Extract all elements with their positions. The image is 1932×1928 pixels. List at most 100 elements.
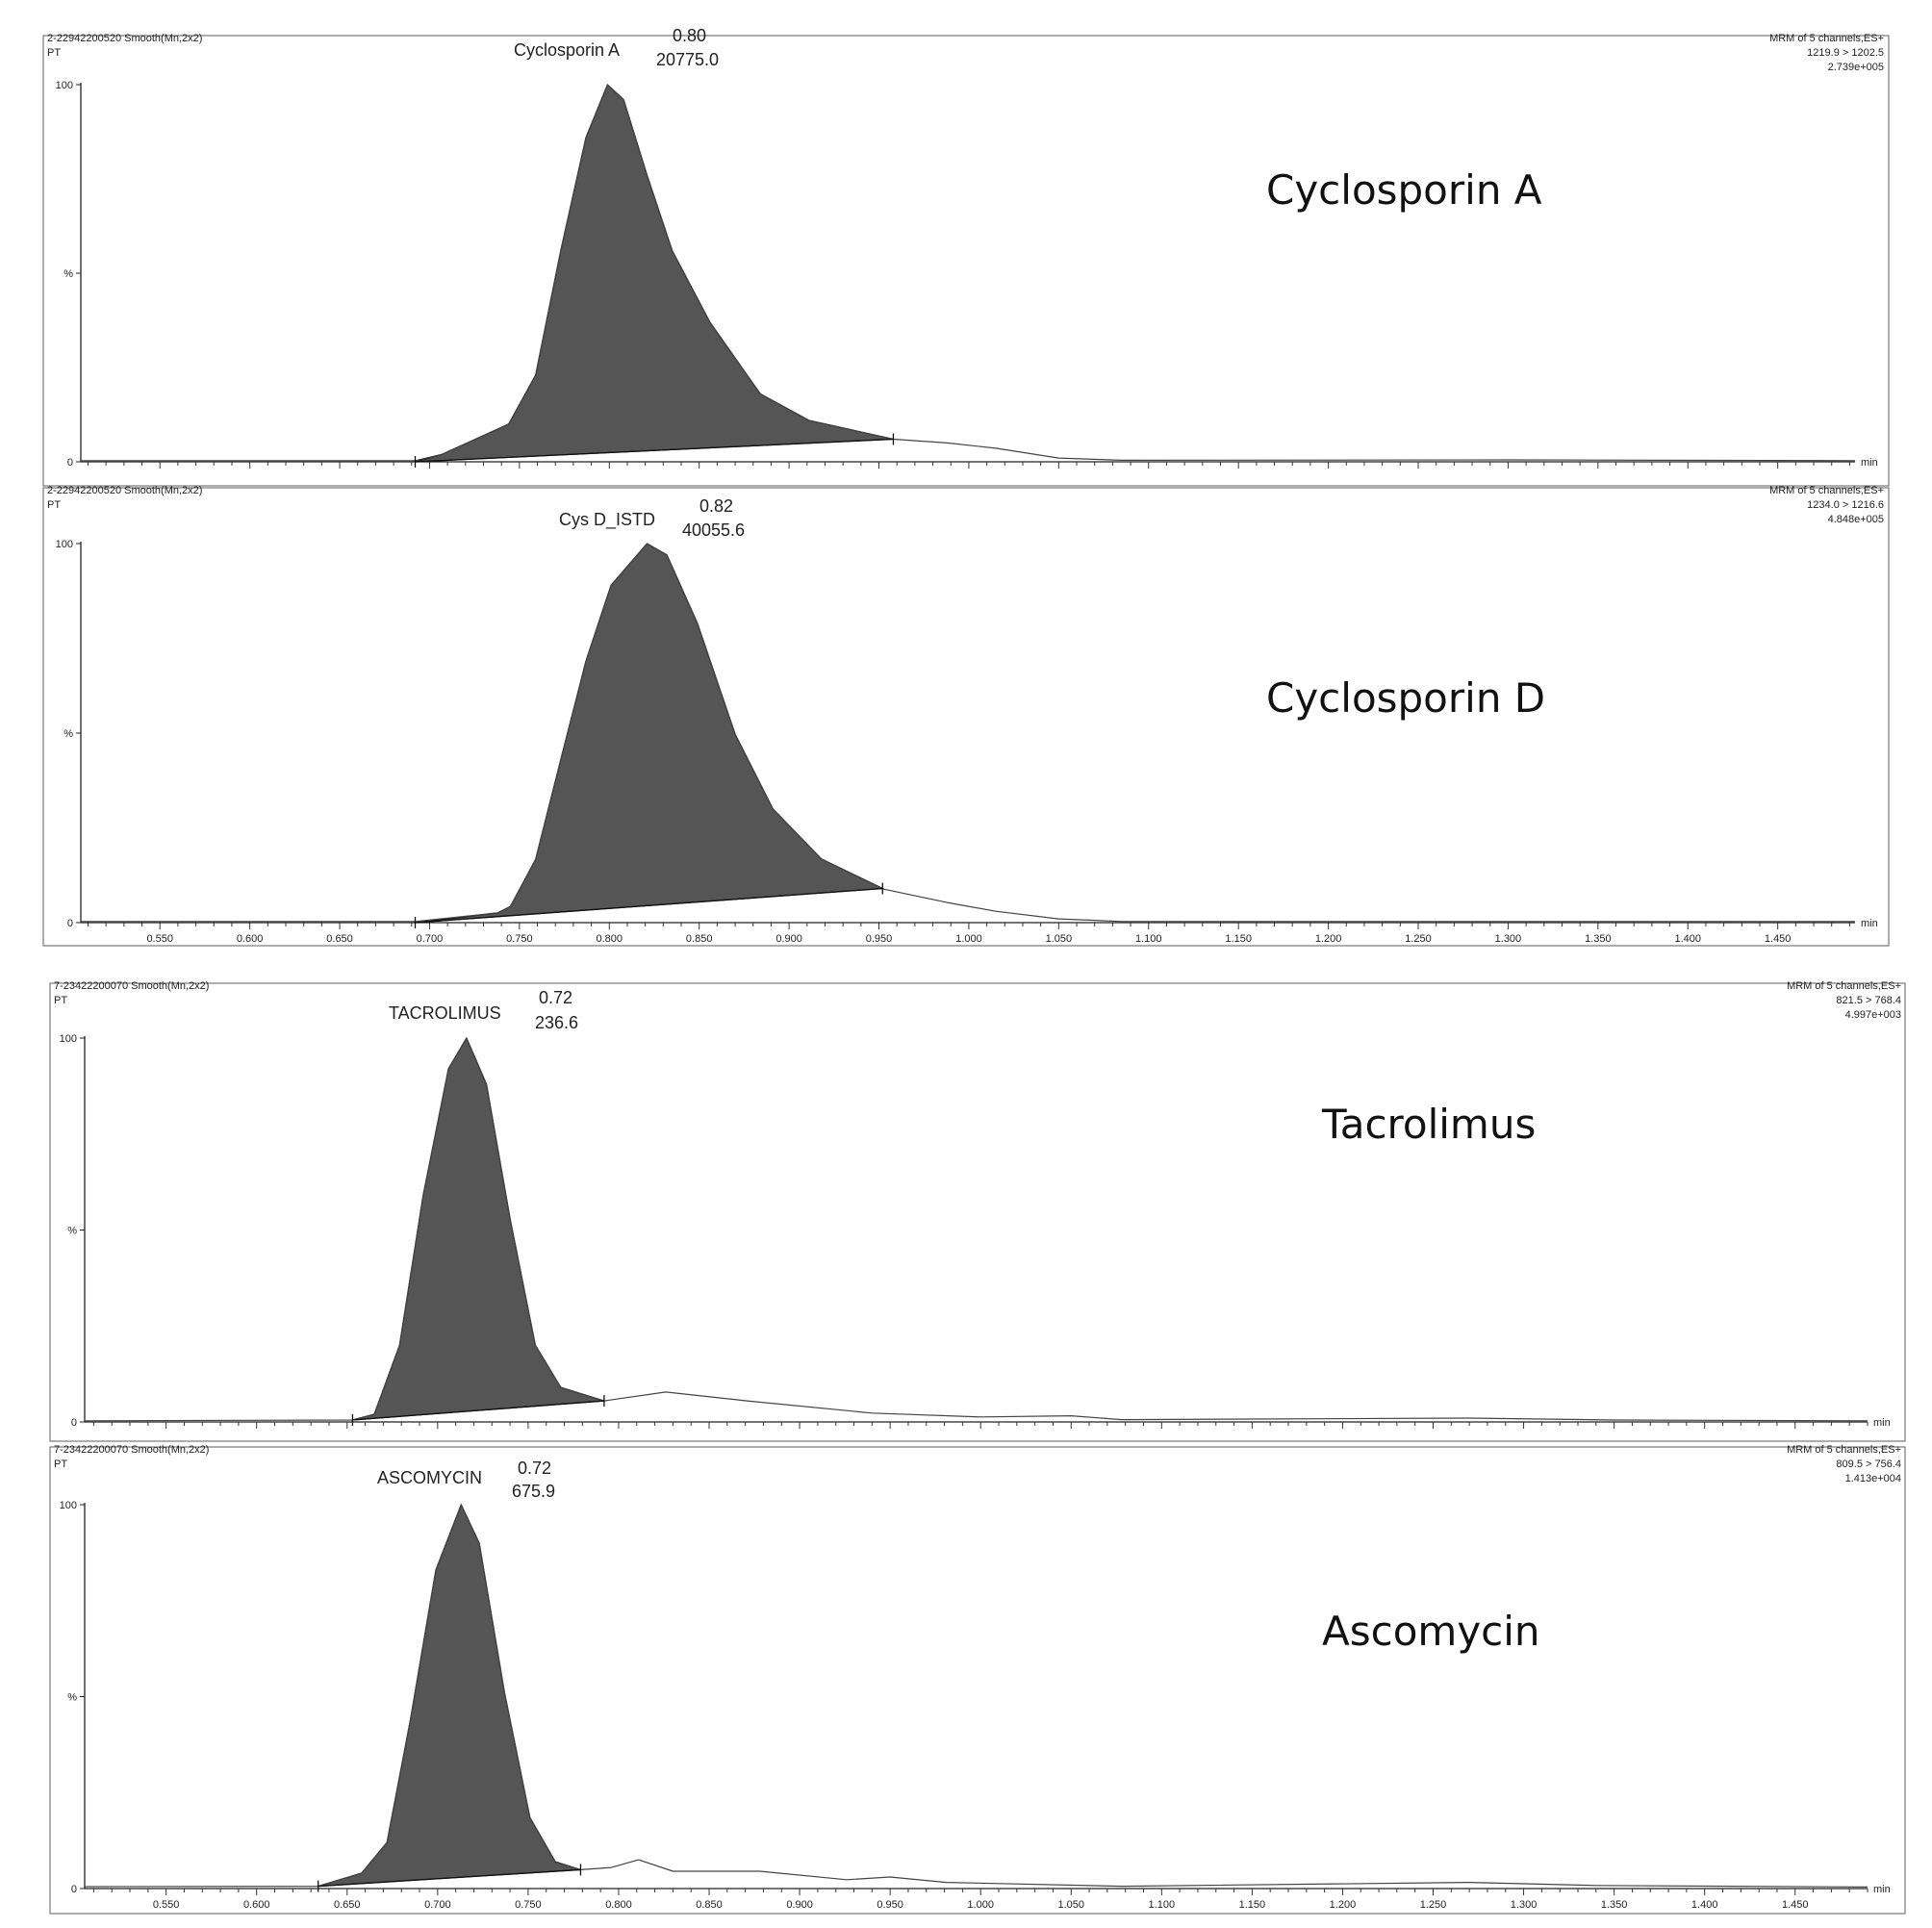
header-left-line: 2-22942200520 Smooth(Mn,2x2) [47,33,202,44]
y-tick-label: 0 [71,1417,77,1429]
x-tick-label: 1.300 [1495,933,1522,945]
x-tick-label: 0.900 [775,933,802,945]
y-tick-label: % [64,728,73,740]
x-tick-label: 1.300 [1511,1899,1538,1911]
chromatogram-panel-2: 2-22942200520 Smooth(Mn,2x2) PT MRM of 5 c… [42,485,1890,947]
header-right-line: 821.5 > 768.4 [1836,995,1901,1006]
x-tick-label: 1.000 [967,1899,994,1911]
x-tick-label: 0.850 [686,933,713,945]
x-tick-label: 1.150 [1239,1899,1266,1911]
x-tick-label: 1.350 [1585,933,1612,945]
x-tick-label: 0.700 [424,1899,451,1911]
x-tick-label: 1.100 [1149,1899,1176,1911]
y-tick-label: % [67,1226,77,1237]
peak-name-label: Cys D_ISTD [559,510,655,530]
x-tick-label: 0.700 [417,933,444,945]
peak-area-value: 236.6 [535,1013,578,1032]
y-tick-label: 100 [56,80,73,91]
header-left-line: 7-23422200070 Smooth(Mn,2x2) [54,1444,209,1456]
integration-baseline [352,1400,604,1421]
integration-baseline [415,438,894,463]
x-tick-label: 1.400 [1691,1899,1718,1911]
compound-label: Cyclosporin D [1266,674,1545,722]
chromatogram-trace [81,84,1856,462]
header-left-line: PT [54,1459,67,1470]
x-tick-label: 1.050 [1057,1899,1084,1911]
x-tick-label: 0.750 [506,933,533,945]
compound-label: Cyclosporin A [1266,166,1542,214]
peak-name-label: Cyclosporin A [514,40,620,60]
panel-frame [49,1446,1906,1915]
x-tick-label: 1.350 [1601,1899,1628,1911]
integrated-peak-area [318,1503,581,1888]
x-tick-label: 1.100 [1135,933,1162,945]
integrated-peak-area [415,543,885,924]
x-unit-label: min [1873,1884,1891,1895]
x-tick-label: 1.450 [1765,933,1792,945]
header-right-line: MRM of 5 channels,ES+ [1769,485,1884,496]
panel-frame [42,35,1890,487]
peak-retention-time: 0.80 [673,26,706,45]
peak-area-value: 20775.0 [656,50,719,69]
x-unit-label: min [1861,918,1878,929]
header-right-line: 809.5 > 756.4 [1836,1459,1901,1470]
x-tick-label: 0.600 [237,933,264,945]
y-tick-label: 0 [71,1884,77,1895]
panel-frame [42,487,1890,947]
integration-baseline [318,1868,581,1888]
chromatogram-trace [81,543,1855,923]
peak-retention-time: 0.72 [539,988,572,1007]
header-right-line: 4.848e+005 [1828,514,1884,525]
x-tick-label: 1.250 [1405,933,1432,945]
y-tick-label: 0 [67,918,73,929]
x-tick-label: 0.800 [605,1899,632,1911]
header-left-line: PT [54,995,67,1006]
header-right-line: 1234.0 > 1216.6 [1807,499,1884,511]
x-tick-label: 1.400 [1674,933,1701,945]
chromatogram-trace [84,1504,1868,1889]
chromatogram-trace [84,1037,1868,1422]
x-tick-label: 0.650 [334,1899,361,1911]
panel-frame [49,982,1906,1442]
y-tick-label: 100 [60,1500,77,1511]
x-tick-label: 1.050 [1046,933,1073,945]
integrated-peak-area [415,83,894,463]
x-tick-label: 0.900 [786,1899,813,1911]
x-tick-label: 0.950 [877,1899,903,1911]
header-left-line: 7-23422200070 Smooth(Mn,2x2) [54,980,209,992]
y-tick-label: % [64,268,73,280]
chromatogram-panel-4: 7-23422200070 Smooth(Mn,2x2) PT MRM of 5 c… [49,1444,1906,1915]
header-right-line: 1219.9 > 1202.5 [1807,47,1884,59]
chromatogram-panel-1: 2-22942200520 Smooth(Mn,2x2) PT MRM of 5 c… [42,26,1890,487]
x-tick-label: 0.650 [326,933,353,945]
integration-baseline [415,887,883,924]
header-left-line: 2-22942200520 Smooth(Mn,2x2) [47,485,202,496]
peak-name-label: TACROLIMUS [389,1003,501,1023]
chromatogram-panel-3: 7-23422200070 Smooth(Mn,2x2) PT MRM of 5 c… [49,980,1906,1442]
header-right-line: MRM of 5 channels,ES+ [1787,980,1901,992]
x-tick-label: 1.250 [1420,1899,1447,1911]
peak-name-label: ASCOMYCIN [377,1468,482,1487]
x-unit-label: min [1861,457,1878,469]
x-tick-label: 1.200 [1315,933,1342,945]
peak-area-value: 675.9 [512,1482,555,1501]
peak-retention-time: 0.72 [518,1459,551,1478]
x-tick-label: 0.550 [153,1899,180,1911]
integrated-peak-area [352,1036,605,1421]
x-tick-label: 0.950 [866,933,893,945]
header-left-line: PT [47,499,61,511]
x-tick-label: 0.550 [146,933,173,945]
header-right-line: MRM of 5 channels,ES+ [1769,33,1884,44]
x-tick-label: 1.450 [1782,1899,1809,1911]
compound-label: Ascomycin [1322,1608,1540,1655]
x-tick-label: 0.750 [515,1899,542,1911]
peak-retention-time: 0.82 [699,496,733,516]
y-tick-label: 0 [67,457,73,469]
x-tick-label: 0.600 [243,1899,270,1911]
compound-label: Tacrolimus [1321,1101,1536,1148]
peak-area-value: 40055.6 [682,520,745,540]
x-tick-label: 1.000 [955,933,982,945]
header-right-line: 2.739e+005 [1828,62,1884,73]
x-tick-label: 1.200 [1330,1899,1357,1911]
